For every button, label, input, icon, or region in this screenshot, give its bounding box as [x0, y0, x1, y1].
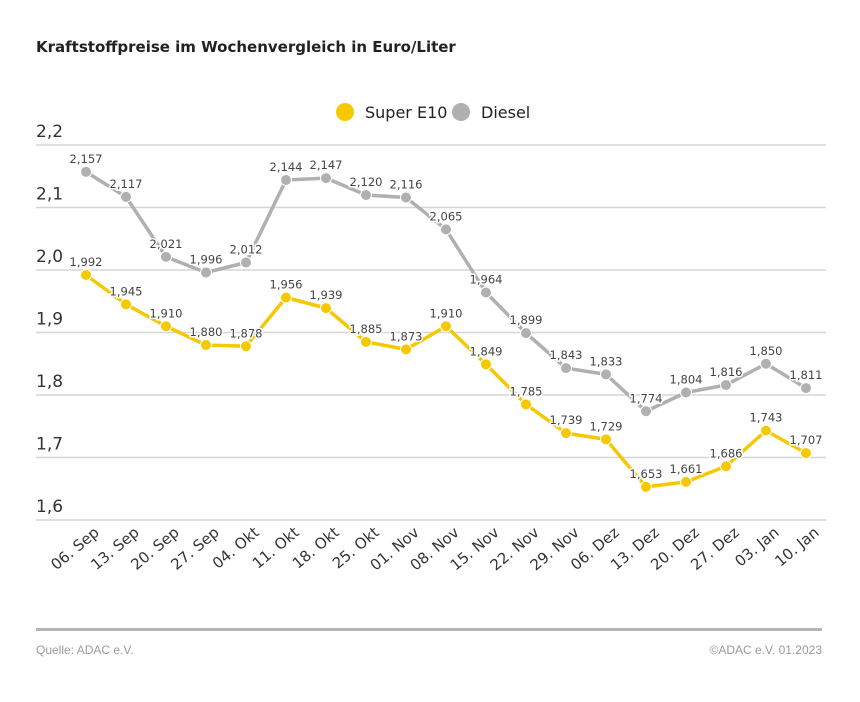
data-point — [400, 343, 412, 356]
x-tick-label: 03. Jan — [731, 523, 782, 570]
data-point — [440, 223, 452, 236]
data-point — [360, 335, 372, 348]
copyright-note: ©ADAC e.V. 01.2023 — [709, 643, 822, 657]
y-tick-label: 2,1 — [36, 185, 63, 205]
data-label: 1,661 — [670, 462, 703, 476]
data-label: 1,873 — [390, 329, 423, 343]
data-label: 2,116 — [390, 178, 423, 192]
data-point — [800, 447, 812, 460]
data-point — [480, 286, 492, 299]
data-point — [200, 266, 212, 279]
data-label: 1,774 — [630, 391, 663, 405]
data-label: 1,992 — [70, 255, 103, 269]
legend-label: Super E10 — [365, 103, 447, 122]
data-label: 1,707 — [790, 433, 823, 447]
data-point — [120, 298, 132, 311]
legend-marker — [336, 103, 354, 121]
data-label: 1,899 — [510, 313, 543, 327]
data-point — [600, 368, 612, 381]
data-point — [520, 398, 532, 411]
data-label: 1,878 — [230, 326, 263, 340]
data-point — [800, 382, 812, 395]
data-label: 1,686 — [710, 446, 743, 460]
data-point — [520, 327, 532, 340]
data-point — [80, 165, 92, 178]
source-note: Quelle: ADAC e.V. — [36, 643, 134, 657]
data-label: 1,910 — [150, 306, 183, 320]
data-label: 2,065 — [430, 209, 463, 223]
x-tick-label: 10. Jan — [771, 523, 822, 570]
data-label: 1,996 — [190, 253, 223, 267]
chart-title: Kraftstoffpreise im Wochenvergleich in E… — [36, 38, 456, 56]
y-tick-label: 1,8 — [36, 372, 63, 392]
data-point — [720, 379, 732, 391]
data-point — [160, 320, 172, 333]
data-point — [360, 189, 372, 201]
data-label: 1,880 — [190, 325, 223, 339]
data-label: 1,804 — [670, 373, 703, 387]
data-point — [560, 427, 572, 440]
data-label: 1,850 — [750, 344, 783, 358]
data-point — [760, 357, 772, 370]
legend-label: Diesel — [481, 103, 530, 122]
y-tick-label: 2,0 — [36, 247, 63, 267]
data-label: 1,739 — [550, 413, 583, 427]
data-point — [480, 358, 492, 371]
data-label: 1,885 — [350, 322, 383, 336]
data-label: 1,785 — [510, 384, 543, 398]
data-label: 1,816 — [710, 365, 743, 379]
data-label: 1,833 — [590, 354, 623, 368]
data-label: 2,147 — [310, 158, 343, 172]
data-point — [440, 320, 452, 333]
data-point — [160, 250, 172, 263]
data-label: 2,021 — [150, 237, 183, 251]
data-point — [80, 269, 92, 281]
data-point — [120, 190, 132, 203]
data-label: 1,945 — [110, 284, 143, 298]
data-label: 1,849 — [470, 344, 503, 358]
data-point — [320, 302, 332, 315]
data-point — [560, 362, 572, 375]
data-label: 1,939 — [310, 288, 343, 302]
data-point — [760, 424, 772, 437]
data-label: 1,811 — [790, 368, 823, 382]
y-tick-label: 1,7 — [36, 435, 63, 455]
data-label: 1,964 — [470, 273, 503, 287]
data-label: 1,653 — [630, 467, 663, 481]
data-point — [600, 433, 612, 446]
data-point — [640, 405, 652, 418]
data-point — [680, 386, 692, 399]
data-label: 1,843 — [550, 348, 583, 362]
footer-divider — [36, 628, 822, 631]
data-point — [280, 291, 292, 304]
data-point — [720, 460, 732, 473]
data-label: 1,743 — [750, 411, 783, 425]
data-point — [280, 174, 292, 186]
data-label: 2,120 — [350, 175, 383, 189]
data-point — [240, 340, 252, 353]
data-point — [200, 339, 212, 351]
data-label: 2,117 — [110, 177, 143, 191]
data-label: 1,956 — [270, 278, 303, 292]
data-label: 2,012 — [230, 243, 263, 257]
data-point — [680, 475, 692, 488]
y-tick-label: 1,6 — [36, 497, 63, 517]
data-label: 2,157 — [70, 152, 103, 166]
data-label: 1,729 — [590, 419, 623, 433]
data-point — [400, 191, 412, 204]
y-tick-label: 1,9 — [36, 310, 63, 330]
data-label: 1,910 — [430, 306, 463, 320]
legend-marker — [452, 103, 470, 121]
data-point — [320, 172, 332, 185]
y-tick-label: 2,2 — [36, 122, 63, 142]
data-point — [640, 480, 652, 493]
data-label: 2,144 — [270, 160, 303, 174]
data-point — [240, 256, 252, 269]
